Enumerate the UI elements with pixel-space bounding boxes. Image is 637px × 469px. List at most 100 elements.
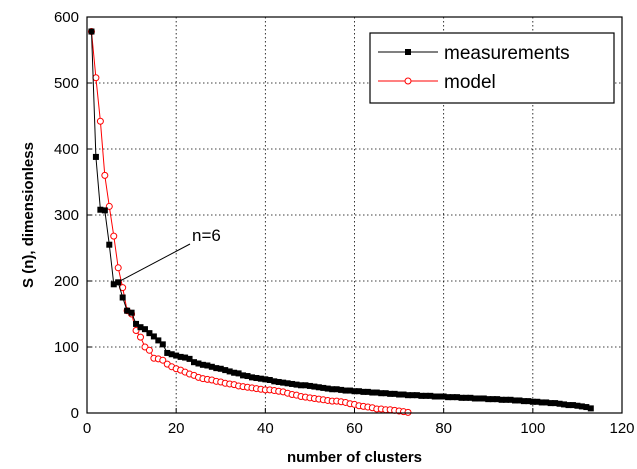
data-point-measurements	[213, 365, 220, 372]
data-point-measurements	[320, 384, 327, 391]
data-point-measurements	[525, 398, 532, 405]
data-point-model	[404, 408, 412, 416]
data-point-measurements	[462, 394, 469, 401]
data-point-measurements	[280, 379, 287, 386]
legend-label-model: model	[444, 72, 496, 93]
data-point-measurements	[520, 398, 527, 405]
data-point-measurements	[195, 360, 202, 367]
data-point-model	[114, 264, 122, 272]
data-point-measurements	[454, 394, 461, 401]
data-point-measurements	[329, 386, 336, 393]
x-tick-label: 60	[346, 420, 363, 437]
data-point-measurements	[186, 355, 193, 362]
y-tick-label: 300	[54, 207, 79, 224]
data-point-measurements	[445, 394, 452, 401]
legend: measurements model	[369, 32, 615, 104]
data-point-measurements	[583, 404, 590, 411]
data-point-measurements	[547, 400, 554, 407]
data-point-measurements	[503, 396, 510, 403]
data-point-measurements	[440, 393, 447, 400]
data-point-measurements	[137, 324, 144, 331]
annotation-arrow	[113, 243, 191, 285]
data-point-measurements	[529, 398, 536, 405]
data-point-measurements	[119, 294, 126, 301]
data-point-measurements	[97, 206, 104, 213]
data-point-measurements	[235, 370, 242, 377]
data-point-measurements	[155, 337, 162, 344]
legend-marker-model	[404, 77, 412, 85]
data-point-measurements	[556, 400, 563, 407]
data-point-measurements	[289, 380, 296, 387]
data-point-measurements	[342, 387, 349, 394]
data-point-measurements	[88, 28, 95, 35]
data-point-measurements	[458, 394, 465, 401]
data-point-measurements	[382, 390, 389, 397]
data-point-measurements	[315, 384, 322, 391]
data-point-measurements	[369, 389, 376, 396]
legend-box	[369, 32, 615, 104]
data-point-measurements	[378, 390, 385, 397]
data-point-measurements	[271, 378, 278, 385]
axis-ticks: 0 20 40 60 80 100 120 0 100 200 300 400 500 600	[54, 9, 635, 437]
data-point-measurements	[284, 380, 291, 387]
y-tick-label: 500	[54, 75, 79, 92]
data-point-measurements	[257, 375, 264, 382]
data-point-measurements	[338, 386, 345, 393]
data-point-model	[101, 171, 109, 179]
data-point-model	[145, 346, 153, 354]
plot-series	[87, 28, 594, 416]
data-point-measurements	[578, 403, 585, 410]
data-point-measurements	[480, 395, 487, 402]
data-point-measurements	[133, 320, 140, 327]
data-point-measurements	[351, 388, 358, 395]
data-point-measurements	[101, 207, 108, 214]
data-point-measurements	[569, 402, 576, 409]
data-point-measurements	[543, 399, 550, 406]
x-tick-label: 100	[520, 420, 545, 437]
data-point-measurements	[565, 402, 572, 409]
x-tick-label: 0	[83, 420, 91, 437]
data-point-measurements	[141, 326, 148, 333]
data-point-measurements	[467, 394, 474, 401]
x-tick-label: 40	[257, 420, 274, 437]
data-point-measurements	[92, 153, 99, 160]
series-measurements	[88, 28, 594, 412]
data-point-measurements	[360, 388, 367, 395]
data-point-measurements	[507, 396, 514, 403]
data-point-measurements	[396, 391, 403, 398]
data-point-measurements	[324, 385, 331, 392]
data-point-model	[159, 356, 167, 364]
y-tick-label: 200	[54, 273, 79, 290]
data-point-measurements	[489, 396, 496, 403]
y-tick-label: 400	[54, 141, 79, 158]
series-model	[87, 28, 412, 416]
data-point-measurements	[146, 330, 153, 337]
data-point-measurements	[494, 396, 501, 403]
data-point-measurements	[244, 373, 251, 380]
data-point-measurements	[355, 388, 362, 395]
data-point-model	[92, 74, 100, 82]
data-point-measurements	[400, 391, 407, 398]
data-point-measurements	[333, 386, 340, 393]
data-point-measurements	[128, 309, 135, 316]
data-point-measurements	[262, 376, 269, 383]
data-point-measurements	[512, 397, 518, 404]
data-point-measurements	[173, 352, 180, 359]
data-point-measurements	[191, 359, 197, 366]
data-point-measurements	[298, 382, 304, 389]
grid-lines	[87, 17, 622, 413]
x-tick-label: 80	[435, 420, 452, 437]
data-point-measurements	[240, 372, 247, 379]
data-point-measurements	[208, 363, 215, 370]
data-point-measurements	[150, 333, 157, 340]
data-point-measurements	[204, 362, 211, 369]
data-point-measurements	[253, 375, 260, 382]
y-tick-label: 0	[71, 405, 79, 422]
data-point-measurements	[485, 396, 492, 403]
data-point-model	[110, 232, 118, 240]
data-point-measurements	[431, 393, 438, 400]
data-point-measurements	[574, 402, 581, 409]
data-point-measurements	[231, 369, 238, 376]
data-point-measurements	[387, 390, 394, 397]
